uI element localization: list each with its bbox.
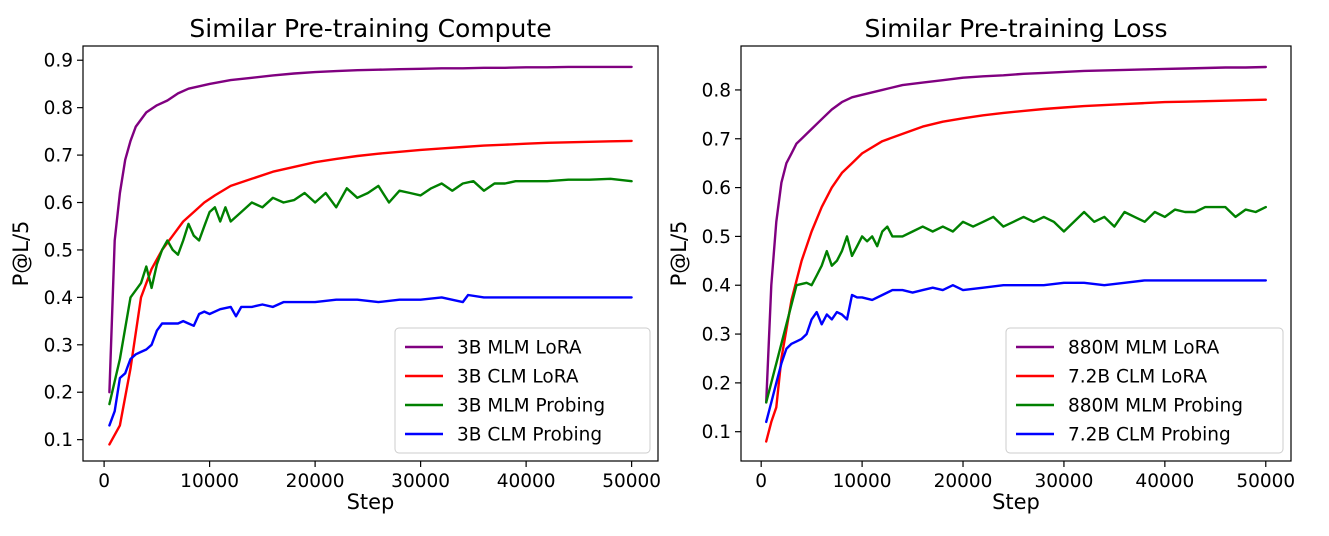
y-tick-label: 0.5 [44, 240, 73, 261]
series-line-880m-mlm-probing [765, 205, 1268, 404]
y-axis-label: P@L/5 [667, 221, 691, 287]
x-tick-label: 50000 [602, 471, 661, 492]
legend-entry: 3B CLM Probing [457, 425, 602, 446]
series-line-3b-mlm-probing [108, 177, 633, 406]
x-tick-label: 10000 [180, 471, 239, 492]
y-axis-label: P@L/5 [9, 221, 33, 287]
x-tick-label: 30000 [391, 471, 450, 492]
y-tick-label: 0.4 [702, 276, 731, 297]
y-tick-label: 0.9 [44, 51, 73, 72]
y-tick-label: 0.4 [44, 288, 73, 309]
x-tick-label: 40000 [1135, 471, 1194, 492]
y-tick-label: 0.2 [702, 373, 731, 394]
x-tick-label: 10000 [833, 471, 892, 492]
legend-entry: 7.2B CLM Probing [1068, 425, 1231, 446]
series-line-7-2b-clm-probing [765, 279, 1268, 424]
legend: 3B MLM LoRA 3B CLM LoRA 3B MLM Probing 3B C… [394, 327, 651, 454]
x-tick-label: 40000 [497, 471, 556, 492]
y-tick-label: 0.8 [702, 80, 731, 101]
x-tick-label: 0 [98, 471, 110, 492]
legend-box [394, 327, 651, 454]
y-tick-label: 0.1 [44, 430, 73, 451]
legend-entry: 7.2B CLM LoRA [1068, 367, 1207, 388]
plot-frame [82, 45, 659, 462]
series-line-3b-clm-probing [108, 293, 633, 427]
x-axis-label: Step [347, 490, 395, 514]
y-tick-label: 0.2 [44, 383, 73, 404]
legend: 880M MLM LoRA 7.2B CLM LoRA 880M MLM Probi… [1005, 327, 1284, 454]
x-tick-label: 50000 [1236, 471, 1295, 492]
legend-entry: 3B CLM LoRA [457, 367, 579, 388]
legend-box [1005, 327, 1284, 454]
x-tick-label: 20000 [286, 471, 345, 492]
y-tick-label: 0.7 [44, 146, 73, 167]
y-tick-label: 0.6 [44, 193, 73, 214]
y-tick-label: 0.3 [44, 335, 73, 356]
legend-entry: 880M MLM Probing [1068, 396, 1243, 417]
plot-frame [740, 45, 1292, 462]
legend-entry: 880M MLM LoRA [1068, 338, 1220, 359]
x-tick-label: 30000 [1035, 471, 1094, 492]
chart-title: Similar Pre-training Compute [189, 14, 551, 43]
legend-entry: 3B MLM Probing [457, 396, 605, 417]
chart-2: 0 10000 20000 30000 40000 50000 0.1 0.2 0.3 0.4 0.… [667, 14, 1295, 514]
y-tick-label: 0.7 [702, 129, 731, 150]
legend-entry: 3B MLM LoRA [457, 338, 582, 359]
series-line-7-2b-clm-lora [765, 98, 1268, 443]
y-tick-label: 0.1 [702, 422, 731, 443]
y-tick-label: 0.3 [702, 325, 731, 346]
y-tick-label: 0.6 [702, 178, 731, 199]
chart-title: Similar Pre-training Loss [864, 14, 1167, 43]
y-tick-label: 0.5 [702, 227, 731, 248]
series-line-880m-mlm-lora [765, 65, 1268, 404]
y-tick-label: 0.8 [44, 98, 73, 119]
series-line-3b-mlm-lora [108, 65, 633, 394]
x-tick-label: 20000 [934, 471, 993, 492]
x-tick-label: 0 [755, 471, 767, 492]
chart-1: 0 10000 20000 30000 40000 50000 0.1 0.2 0.3 0.4 0.… [9, 14, 661, 514]
x-axis-label: Step [992, 490, 1040, 514]
